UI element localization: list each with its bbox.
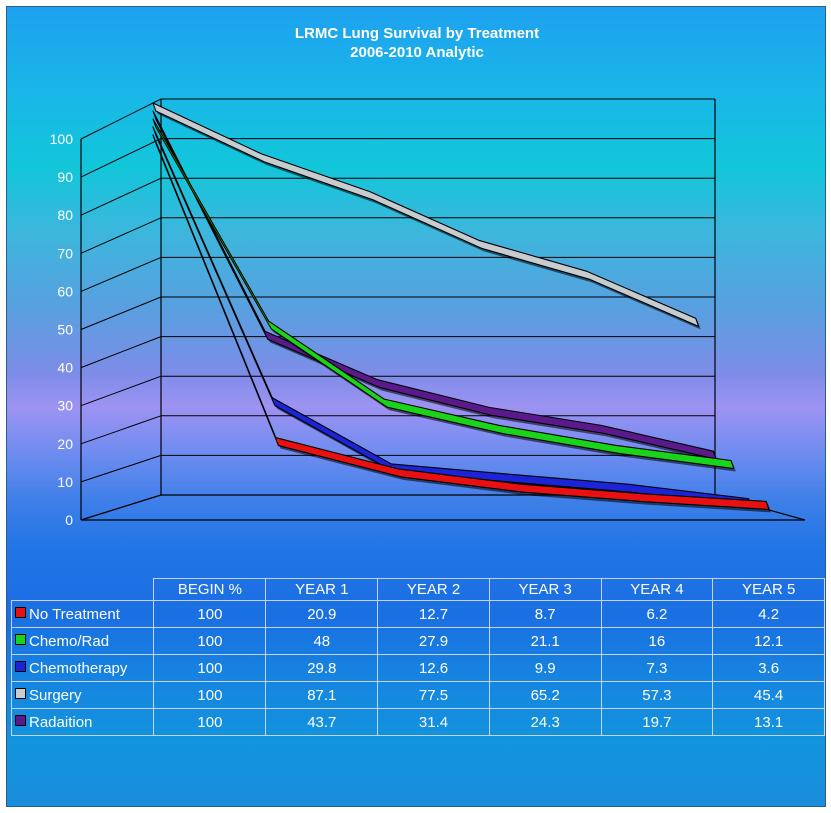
y-tick-label: 70 [57, 245, 73, 261]
table-cell: 12.7 [377, 600, 490, 628]
y-tick-label: 40 [57, 360, 73, 376]
series-ribbon [152, 126, 752, 508]
gridline-side [80, 336, 162, 369]
legend-swatch [15, 660, 26, 672]
row-label: Chemo/Rad [10, 627, 155, 655]
series-shadow [155, 106, 701, 330]
table-cell: 24.3 [488, 708, 602, 736]
table-row: No Treatment 100 20.9 12.7 8.7 6.2 4.2 [10, 600, 825, 628]
y-tick-label: 30 [57, 398, 73, 414]
gridline-side [80, 138, 162, 178]
legend-swatch [15, 633, 26, 645]
table-cell: 100 [153, 654, 267, 682]
table-cell: 9.9 [488, 654, 602, 682]
table-cell: 100 [153, 681, 267, 709]
gridline-side [80, 217, 162, 254]
series-line [152, 102, 701, 330]
legend-swatch [15, 687, 26, 699]
table-cell: 7.3 [600, 654, 714, 682]
table-cell: 12.1 [712, 627, 825, 655]
series-name: Radaition [29, 713, 93, 731]
legend-swatch [15, 606, 26, 618]
column-header: BEGIN % [153, 578, 267, 601]
row-label: Chemotherapy [10, 654, 155, 682]
chart-subtitle: 2006-2010 Analytic [350, 44, 484, 61]
table-cell: 87.1 [265, 681, 379, 709]
gridline-side [80, 375, 162, 407]
column-header: YEAR 5 [712, 578, 825, 601]
table-cell: 20.9 [265, 600, 379, 628]
table-cell: 48 [265, 627, 379, 655]
row-label: Radaition [10, 708, 155, 736]
table-cell: 43.7 [265, 708, 379, 736]
series-shadow [155, 114, 719, 463]
table-row: Chemo/Rad 100 48 27.9 21.1 16 12.1 [10, 627, 825, 655]
table-cell: 13.1 [712, 708, 825, 736]
chart-title: LRMC Lung Survival by Treatment [294, 25, 540, 42]
column-header: YEAR 4 [600, 578, 714, 601]
gridline-side [80, 177, 162, 216]
y-tick-label: 100 [50, 131, 74, 147]
table-cell: 57.3 [600, 681, 714, 709]
y-tick-label: 0 [65, 512, 73, 528]
table-cell: 3.6 [712, 654, 825, 682]
data-table: BEGIN % YEAR 1 YEAR 2 YEAR 3 YEAR 4 YEAR… [10, 578, 825, 736]
table-row: Surgery 100 87.1 77.5 65.2 57.3 45.4 [10, 681, 825, 709]
table-cell: 27.9 [377, 627, 490, 655]
series-lines [152, 102, 771, 513]
table-row: Chemotherapy 100 29.8 12.6 9.9 7.3 3.6 [10, 654, 825, 682]
y-tick-label: 20 [57, 436, 73, 452]
table-cell: 65.2 [488, 681, 602, 709]
table-cell: 4.2 [712, 600, 825, 628]
gridline-side [80, 415, 162, 445]
gridline-side [80, 98, 162, 140]
y-tick-label: 10 [57, 474, 73, 490]
table-cell: 12.6 [377, 654, 490, 682]
column-header: YEAR 3 [488, 578, 602, 601]
table-cell: 100 [153, 627, 267, 655]
column-header: YEAR 1 [265, 578, 379, 601]
chart-frame: LRMC Lung Survival by Treatment 2006-201… [6, 6, 826, 807]
chart-title-block: LRMC Lung Survival by Treatment 2006-201… [7, 24, 825, 62]
gridline-side [80, 454, 162, 483]
series-name: Surgery [29, 686, 82, 704]
legend-swatch [15, 714, 26, 726]
series-ribbon [152, 134, 770, 510]
y-tick-label: 80 [57, 207, 73, 223]
table-cell: 100 [153, 708, 267, 736]
table-corner [12, 579, 154, 601]
table-cell: 100 [153, 600, 267, 628]
table-cell: 31.4 [377, 708, 490, 736]
plot-area: 0 10 20 30 40 50 60 70 80 90 100 [50, 98, 806, 528]
series-line [152, 118, 736, 472]
series-ribbon [152, 102, 700, 327]
series-ribbon [152, 118, 735, 470]
series-line [152, 134, 771, 513]
y-tick-label: 60 [57, 283, 73, 299]
table-cell: 29.8 [265, 654, 379, 682]
table-cell: 77.5 [377, 681, 490, 709]
column-header: YEAR 2 [377, 578, 490, 601]
table-cell: 6.2 [600, 600, 714, 628]
series-name: No Treatment [29, 605, 120, 623]
row-label: No Treatment [10, 600, 155, 628]
table-cell: 19.7 [600, 708, 714, 736]
table-cell: 16 [600, 627, 714, 655]
y-tick-label: 50 [57, 322, 73, 338]
table-cell: 8.7 [488, 600, 602, 628]
row-label: Surgery [10, 681, 155, 709]
gridline-side [80, 256, 162, 292]
series-name: Chemotherapy [29, 659, 128, 677]
series-name: Chemo/Rad [29, 632, 110, 650]
table-header-row: BEGIN % YEAR 1 YEAR 2 YEAR 3 YEAR 4 YEAR… [12, 578, 825, 601]
table-cell: 45.4 [712, 681, 825, 709]
table-cell: 21.1 [488, 627, 602, 655]
series-ribbon [152, 110, 717, 460]
series-line [152, 110, 719, 463]
gridline-side [80, 296, 162, 330]
gridline-side [80, 494, 162, 521]
y-axis-labels: 0 10 20 30 40 50 60 70 80 90 100 [50, 131, 74, 528]
table-row: Radaition 100 43.7 31.4 24.3 19.7 13.1 [10, 708, 825, 736]
y-tick-label: 90 [57, 169, 73, 185]
